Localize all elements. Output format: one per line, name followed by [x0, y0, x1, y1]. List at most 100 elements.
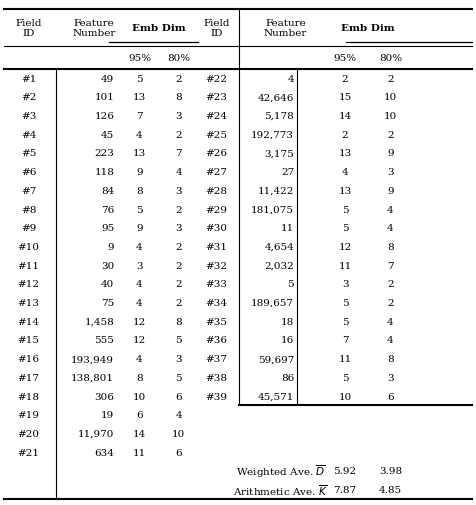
Text: 8: 8 — [136, 373, 143, 382]
Text: #21: #21 — [18, 448, 40, 457]
Text: Feature
Number: Feature Number — [264, 19, 307, 38]
Text: 4: 4 — [136, 242, 143, 251]
Text: 7: 7 — [342, 336, 348, 345]
Text: #37: #37 — [206, 355, 228, 364]
Text: 2: 2 — [387, 130, 394, 139]
Text: 5,178: 5,178 — [265, 112, 294, 121]
Text: 15: 15 — [338, 93, 352, 102]
Text: 4: 4 — [136, 355, 143, 364]
Text: Emb Dim: Emb Dim — [341, 24, 395, 33]
Text: 5: 5 — [175, 373, 182, 382]
Text: 12: 12 — [133, 336, 146, 345]
Text: #20: #20 — [18, 429, 40, 438]
Text: Arithmetic Ave. $\overline{K}$: Arithmetic Ave. $\overline{K}$ — [233, 482, 328, 497]
Text: 4,654: 4,654 — [265, 242, 294, 251]
Text: 2: 2 — [342, 75, 348, 83]
Text: #14: #14 — [18, 317, 40, 326]
Text: 634: 634 — [94, 448, 114, 457]
Text: 4: 4 — [136, 280, 143, 289]
Text: 45,571: 45,571 — [258, 392, 294, 401]
Text: #8: #8 — [21, 205, 36, 214]
Text: #27: #27 — [206, 168, 228, 177]
Text: #6: #6 — [21, 168, 36, 177]
Text: 9: 9 — [136, 224, 143, 233]
Text: #10: #10 — [18, 242, 40, 251]
Text: 7.87: 7.87 — [334, 485, 357, 494]
Text: 27: 27 — [281, 168, 294, 177]
Text: 4: 4 — [387, 317, 394, 326]
Text: 84: 84 — [101, 186, 114, 195]
Text: 49: 49 — [101, 75, 114, 83]
Text: #5: #5 — [21, 149, 36, 158]
Text: 10: 10 — [384, 112, 397, 121]
Text: 4: 4 — [387, 224, 394, 233]
Text: 7: 7 — [387, 261, 394, 270]
Text: 10: 10 — [384, 93, 397, 102]
Text: 3: 3 — [175, 112, 182, 121]
Text: 3: 3 — [342, 280, 348, 289]
Text: 95%: 95% — [334, 54, 357, 63]
Text: 10: 10 — [338, 392, 352, 401]
Text: 3: 3 — [387, 373, 394, 382]
Text: 95%: 95% — [128, 54, 151, 63]
Text: 19: 19 — [101, 411, 114, 420]
Text: 2: 2 — [175, 130, 182, 139]
Text: 76: 76 — [101, 205, 114, 214]
Text: 42,646: 42,646 — [258, 93, 294, 102]
Text: 14: 14 — [338, 112, 352, 121]
Text: 80%: 80% — [167, 54, 190, 63]
Text: 1,458: 1,458 — [85, 317, 114, 326]
Text: 4: 4 — [288, 75, 294, 83]
Text: 4: 4 — [175, 411, 182, 420]
Text: 6: 6 — [175, 392, 182, 401]
Text: #35: #35 — [206, 317, 228, 326]
Text: #38: #38 — [206, 373, 228, 382]
Text: #39: #39 — [206, 392, 228, 401]
Text: 5: 5 — [342, 205, 348, 214]
Text: 306: 306 — [94, 392, 114, 401]
Text: #34: #34 — [206, 298, 228, 308]
Text: #1: #1 — [21, 75, 36, 83]
Text: 12: 12 — [338, 242, 352, 251]
Text: #7: #7 — [21, 186, 36, 195]
Text: 4: 4 — [175, 168, 182, 177]
Text: 10: 10 — [133, 392, 146, 401]
Text: #11: #11 — [18, 261, 40, 270]
Text: 75: 75 — [101, 298, 114, 308]
Text: #24: #24 — [206, 112, 228, 121]
Text: 3: 3 — [136, 261, 143, 270]
Text: #22: #22 — [206, 75, 228, 83]
Text: #26: #26 — [206, 149, 228, 158]
Text: 181,075: 181,075 — [251, 205, 294, 214]
Text: 45: 45 — [101, 130, 114, 139]
Text: 2: 2 — [175, 242, 182, 251]
Text: 4: 4 — [342, 168, 348, 177]
Text: 6: 6 — [136, 411, 143, 420]
Text: 2: 2 — [387, 298, 394, 308]
Text: 4: 4 — [387, 336, 394, 345]
Text: #4: #4 — [21, 130, 36, 139]
Text: 192,773: 192,773 — [251, 130, 294, 139]
Text: 7: 7 — [136, 112, 143, 121]
Text: #28: #28 — [206, 186, 228, 195]
Text: 6: 6 — [387, 392, 394, 401]
Text: Weighted Ave. $\overline{D}$: Weighted Ave. $\overline{D}$ — [236, 463, 326, 479]
Text: 5: 5 — [136, 205, 143, 214]
Text: 40: 40 — [101, 280, 114, 289]
Text: 12: 12 — [133, 317, 146, 326]
Text: 3: 3 — [175, 355, 182, 364]
Text: Feature
Number: Feature Number — [72, 19, 116, 38]
Text: 13: 13 — [338, 149, 352, 158]
Text: 5: 5 — [288, 280, 294, 289]
Text: 8: 8 — [136, 186, 143, 195]
Text: 8: 8 — [387, 355, 394, 364]
Text: 13: 13 — [133, 149, 146, 158]
Text: 10: 10 — [172, 429, 185, 438]
Text: 2,032: 2,032 — [265, 261, 294, 270]
Text: #25: #25 — [206, 130, 228, 139]
Text: 555: 555 — [94, 336, 114, 345]
Text: 5.92: 5.92 — [334, 467, 357, 475]
Text: 4.85: 4.85 — [379, 485, 402, 494]
Text: 13: 13 — [338, 186, 352, 195]
Text: #30: #30 — [206, 224, 228, 233]
